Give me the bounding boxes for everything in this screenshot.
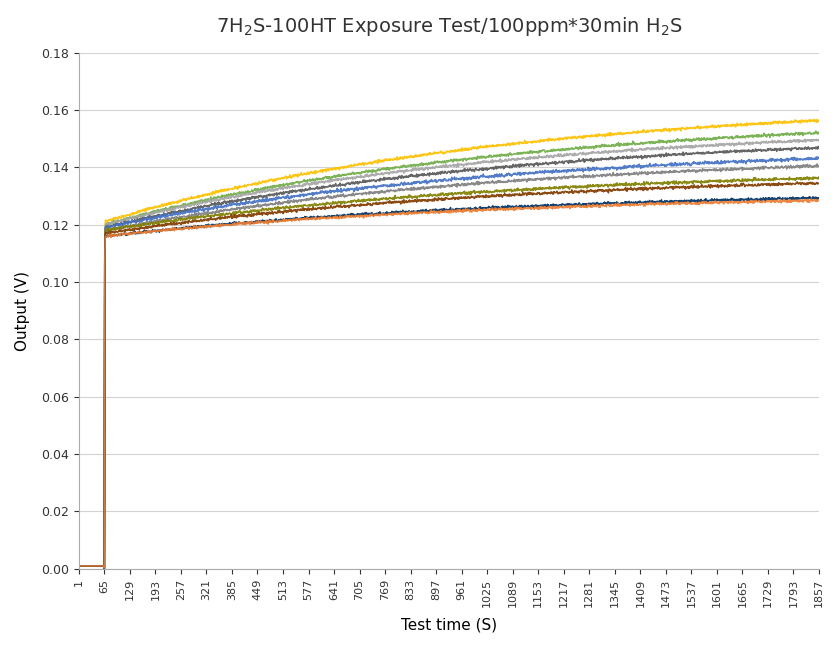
Y-axis label: Output (V): Output (V) (15, 271, 30, 351)
Title: $7\mathrm{H_2S}$-100HT Exposure Test/100ppm*30min $\mathrm{H_2S}$: $7\mathrm{H_2S}$-100HT Exposure Test/100… (216, 15, 682, 38)
X-axis label: Test time (S): Test time (S) (401, 618, 497, 633)
